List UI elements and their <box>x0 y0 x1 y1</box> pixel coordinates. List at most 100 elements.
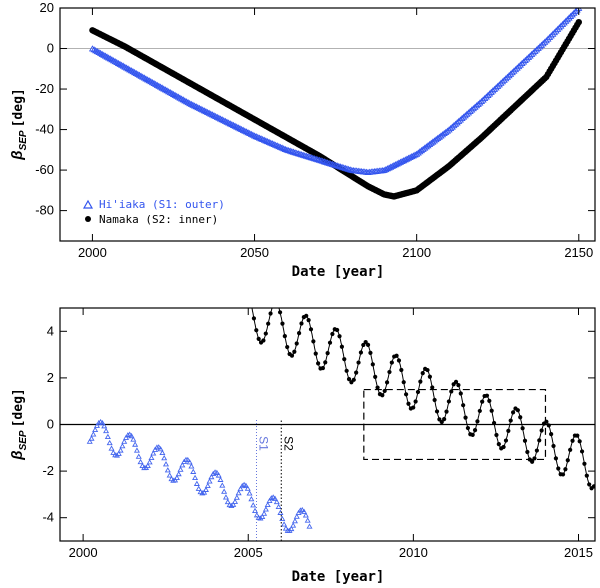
data-point <box>289 353 295 358</box>
data-point <box>345 165 353 172</box>
data-point <box>313 351 318 356</box>
data-point <box>179 96 187 103</box>
data-point <box>481 94 489 102</box>
data-point <box>315 156 323 163</box>
data-point <box>192 474 199 481</box>
data-point <box>186 99 194 107</box>
x-tick-label: 2050 <box>240 245 269 260</box>
data-point <box>563 467 568 472</box>
data-point <box>150 450 157 456</box>
data-point <box>232 498 239 504</box>
data-point <box>231 122 239 129</box>
data-point <box>294 150 302 157</box>
data-point <box>503 438 509 443</box>
bottom-y-axis-label: βSEP [deg] <box>9 388 29 460</box>
series-hiiaka <box>88 8 583 175</box>
data-point <box>233 494 240 500</box>
data-point <box>147 78 155 85</box>
data-point <box>384 380 390 385</box>
data-point <box>221 117 229 124</box>
data-point <box>418 379 423 384</box>
data-point <box>506 428 511 433</box>
data-point <box>217 476 224 482</box>
data-point <box>101 52 109 59</box>
data-point <box>533 46 541 53</box>
data-point <box>137 458 144 465</box>
data-point <box>181 97 189 104</box>
data-point <box>216 115 225 122</box>
data-point <box>128 432 135 439</box>
data-point <box>449 389 454 394</box>
data-point <box>268 140 276 147</box>
data-point <box>415 389 421 395</box>
data-point <box>223 118 231 125</box>
data-point <box>546 33 554 41</box>
data-point <box>339 344 344 349</box>
data-point <box>525 449 530 455</box>
data-point <box>529 49 537 56</box>
data-point <box>368 350 373 355</box>
data-point <box>322 158 330 165</box>
data-point <box>271 304 275 308</box>
data-point <box>293 149 301 156</box>
data-point <box>320 158 328 165</box>
data-point <box>257 135 265 142</box>
data-point <box>201 489 208 495</box>
s1-marker-label: S1 <box>256 436 270 451</box>
data-point <box>546 423 551 428</box>
data-point <box>144 462 151 468</box>
data-point <box>563 16 571 23</box>
data-point <box>465 425 471 431</box>
data-point <box>363 340 368 345</box>
data-point <box>311 155 319 162</box>
data-point <box>129 68 137 75</box>
data-point <box>340 164 348 171</box>
data-point <box>480 399 485 404</box>
series-namaka <box>89 18 582 200</box>
data-point <box>387 369 392 375</box>
data-point <box>208 473 215 480</box>
data-point <box>308 327 314 332</box>
top-ylabel-sub: SEP <box>18 130 29 150</box>
data-point <box>106 55 114 62</box>
data-point <box>554 25 562 32</box>
data-point <box>93 47 101 55</box>
data-point <box>291 517 298 524</box>
legend-triangle-icon <box>82 199 94 209</box>
data-point <box>173 474 180 480</box>
data-point <box>230 501 237 507</box>
svg-text:βSEP[deg]: βSEP [deg] <box>9 388 29 460</box>
y-tick-label: -4 <box>42 510 54 525</box>
data-point <box>560 472 566 477</box>
data-point <box>238 125 246 133</box>
data-point <box>351 377 356 382</box>
data-point <box>246 129 254 137</box>
data-point <box>296 150 304 157</box>
data-point <box>492 84 500 91</box>
data-point <box>503 73 511 80</box>
data-point <box>298 151 306 158</box>
data-point <box>401 380 406 385</box>
legend-circle-icon <box>85 216 91 222</box>
data-point <box>530 459 535 464</box>
data-point <box>496 442 501 447</box>
data-point <box>477 408 482 414</box>
data-point <box>268 495 275 501</box>
data-point <box>221 488 228 494</box>
data-point <box>301 508 308 514</box>
data-point <box>124 65 132 72</box>
data-point <box>174 93 182 100</box>
data-point <box>212 112 220 120</box>
data-point <box>541 38 549 45</box>
data-point <box>239 126 247 133</box>
data-point <box>549 30 557 37</box>
data-point <box>276 143 285 150</box>
data-point <box>560 19 568 26</box>
data-point <box>132 69 140 76</box>
data-point <box>184 99 192 106</box>
data-point <box>171 91 179 98</box>
data-point <box>193 480 200 486</box>
top-y-axis-label: βSEP [deg] <box>9 88 29 160</box>
data-point <box>346 377 352 382</box>
data-point <box>304 153 312 160</box>
